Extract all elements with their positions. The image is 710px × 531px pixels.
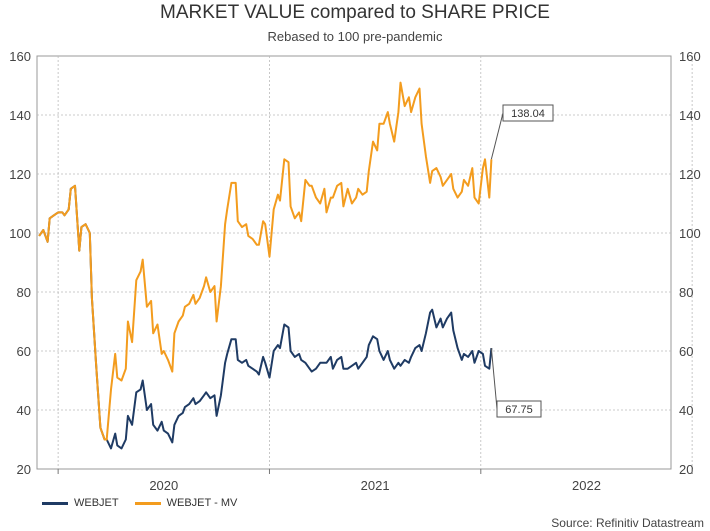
legend-label-webjet: WEBJET <box>74 497 119 509</box>
y-tick-left-100: 100 <box>9 226 31 241</box>
x-tick-label-2021: 2021 <box>361 478 390 493</box>
y-tick-left-40: 40 <box>17 403 31 418</box>
legend-item-webjet-mv: WEBJET - MV <box>134 497 238 509</box>
end-label-webjet-mv-leader <box>490 112 504 160</box>
y-tick-right-160: 160 <box>679 49 701 64</box>
y-tick-right-140: 140 <box>679 108 701 123</box>
end-label-webjet-mv-box <box>502 104 554 122</box>
series-line-webjet-mv <box>38 81 493 441</box>
x-tick-label-2020: 2020 <box>149 478 178 493</box>
legend-label-webjet-mv: WEBJET - MV <box>166 497 238 509</box>
y-tick-right-20: 20 <box>679 462 693 477</box>
legend-item-webjet: WEBJET <box>42 497 119 509</box>
chart-subtitle: Rebased to 100 pre-pandemic <box>267 29 443 44</box>
source-note: Source: Refinitiv Datastream <box>551 516 704 530</box>
legend-swatch-webjet <box>42 501 68 505</box>
y-tick-left-80: 80 <box>17 285 31 300</box>
y-tick-left-60: 60 <box>17 344 31 359</box>
series-line-webjet <box>38 184 493 450</box>
y-tick-left-160: 160 <box>9 49 31 64</box>
x-tick-label-2022: 2022 <box>572 478 601 493</box>
legend: WEBJET WEBJET - MV <box>42 497 253 509</box>
y-tick-right-40: 40 <box>679 403 693 418</box>
y-tick-right-120: 120 <box>679 167 701 182</box>
end-label-webjet-mv: 138.04 <box>511 108 545 120</box>
legend-swatch-webjet-mv <box>134 501 161 505</box>
y-tick-left-140: 140 <box>9 108 31 123</box>
plot-frame <box>36 55 672 470</box>
end-label-webjet: 67.75 <box>505 404 533 416</box>
y-tick-right-60: 60 <box>679 344 693 359</box>
y-tick-left-20: 20 <box>17 462 31 477</box>
y-tick-right-100: 100 <box>679 226 701 241</box>
chart-title: MARKET VALUE compared to SHARE PRICE <box>160 2 550 23</box>
end-label-webjet-box <box>496 400 542 418</box>
end-label-webjet-leader <box>490 348 498 410</box>
y-tick-left-120: 120 <box>9 167 31 182</box>
y-tick-right-80: 80 <box>679 285 693 300</box>
